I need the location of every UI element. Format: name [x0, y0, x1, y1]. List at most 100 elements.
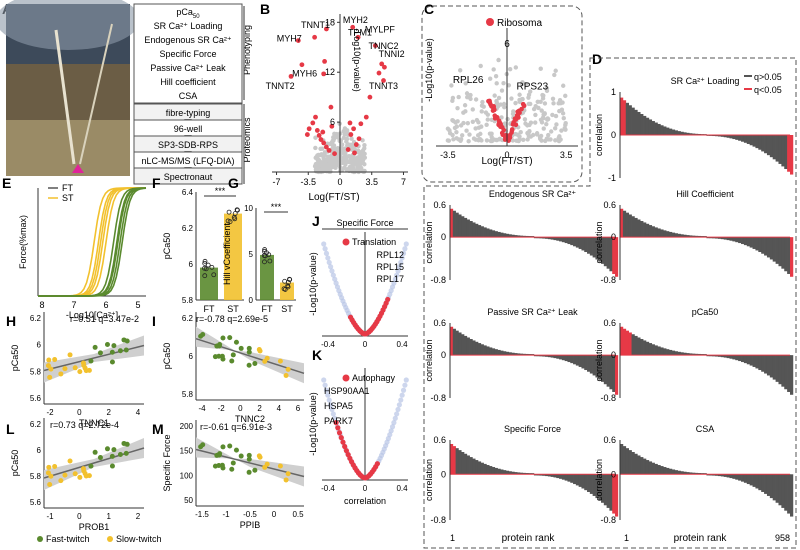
volcano-point-sig	[321, 140, 327, 146]
sample-point	[123, 347, 129, 353]
volcano-point-ns	[335, 133, 340, 138]
volcano-point-ns	[553, 113, 559, 119]
sample-point	[111, 447, 117, 453]
background-point	[400, 387, 407, 393]
legend-slow-dot	[107, 536, 113, 542]
volcano-point-ns	[533, 112, 538, 118]
correlation-bar	[606, 237, 610, 269]
correlation-bar	[531, 473, 535, 475]
y-tick-label: 100	[180, 471, 194, 480]
volcano-point-ns	[523, 121, 528, 126]
y-tick-label: 0	[611, 130, 616, 140]
highlight-point	[338, 434, 344, 441]
correlation-bar	[528, 473, 532, 475]
volcano-point-ns	[316, 163, 322, 168]
panel-label-e: E	[2, 175, 11, 191]
correlation-bar	[578, 237, 582, 249]
panel-label-c: C	[424, 1, 434, 17]
volcano-point-ns	[479, 109, 484, 114]
legend-ns-label: q>0.05	[754, 72, 782, 82]
correlation-bar	[450, 326, 454, 356]
volcano-point-sig	[353, 142, 359, 147]
correlation-bar	[497, 349, 501, 356]
panel-title: CSA	[696, 424, 715, 434]
x-tick-label: -3.5	[301, 177, 317, 187]
correlation-bar	[703, 354, 707, 356]
sample-point	[109, 349, 115, 355]
y-axis-label: -Log10(p-value)	[308, 252, 318, 316]
correlation-bar	[666, 127, 670, 135]
correlation-bar	[581, 474, 585, 489]
correlation-bar	[625, 212, 629, 238]
volcano-point-ns	[341, 135, 347, 141]
correlation-bar	[466, 219, 470, 238]
background-point	[398, 259, 404, 266]
correlation-bar	[735, 474, 739, 480]
correlation-bar	[508, 352, 512, 356]
correlation-bar	[477, 343, 482, 356]
y-tick-label: 0	[441, 350, 446, 360]
y-tick-label: 5.8	[30, 367, 42, 376]
background-point	[330, 411, 336, 417]
correlation-bar	[545, 355, 549, 357]
gene-annotation: MYLPF	[365, 24, 396, 34]
x-tick-label: -0.4	[321, 340, 335, 349]
correlation-bar	[491, 230, 496, 238]
y-tick-label: 0	[611, 232, 616, 242]
panel-c-frame	[421, 5, 583, 183]
sample-point	[111, 343, 117, 349]
y-tick-label: 6	[330, 117, 335, 127]
volcano-point-sig	[318, 137, 324, 142]
background-point	[332, 415, 338, 421]
panel-h: H r=0.51 q=3.47e-2 -2 0 2 4 5.6 5.8 6 6.2 TNNC1 pC…	[6, 312, 145, 428]
correlation-bar	[651, 344, 655, 356]
volcano-point-ns	[350, 160, 355, 166]
sample-point	[200, 442, 206, 448]
sample-point	[264, 461, 270, 467]
x-tick-label: 1	[624, 533, 629, 543]
correlation-bar	[689, 235, 693, 238]
correlation-bar	[517, 235, 521, 238]
phenotyping-box	[133, 3, 243, 104]
bar-point	[285, 283, 291, 289]
sample-point	[230, 460, 236, 466]
proteomics-step: nLC-MS/MS (LFQ-DIA)	[141, 156, 234, 166]
background-point	[398, 397, 404, 403]
bar-point	[211, 272, 217, 278]
correlation-bar	[761, 237, 765, 254]
correlation-bar	[500, 232, 504, 238]
correlation-bar	[717, 135, 722, 137]
y-tick-label: 6	[37, 446, 42, 455]
correlation-bar	[648, 225, 653, 238]
correlation-panel: 0.6 0 -0.8 CSA correlation	[594, 424, 794, 525]
sample-point	[220, 465, 226, 471]
correlation-bar	[631, 451, 635, 475]
correlation-bar	[778, 135, 782, 164]
correlation-bar	[603, 474, 607, 506]
volcano-point-ns	[476, 120, 481, 125]
background-point	[323, 387, 330, 393]
volcano-point-ns	[520, 110, 526, 115]
volcano-point-ns	[544, 86, 550, 91]
ribosome-point	[504, 132, 509, 138]
correlation-bar	[598, 237, 602, 262]
sample-point	[67, 458, 73, 464]
correlation-bar	[469, 221, 473, 238]
x-tick-label: 0	[363, 340, 368, 349]
background-point	[403, 377, 409, 383]
volcano-point-ns	[519, 81, 525, 87]
volcano-point-ns	[527, 129, 532, 134]
correlation-bar	[758, 135, 762, 150]
workflow-step: Passive Ca²⁺ Leak	[150, 63, 226, 73]
volcano-point-ns	[458, 137, 464, 142]
volcano-point-ns	[526, 101, 532, 107]
panel-label-d: D	[592, 51, 602, 67]
bar	[200, 267, 218, 300]
x-tick-label: FT	[262, 304, 273, 314]
x-tick-label: 0	[363, 484, 368, 493]
ribosome-point	[509, 128, 515, 133]
correlation-bar	[542, 237, 546, 239]
correlation-bar	[790, 237, 794, 277]
correlation-bar	[589, 474, 593, 494]
correlation-bar	[561, 355, 566, 361]
